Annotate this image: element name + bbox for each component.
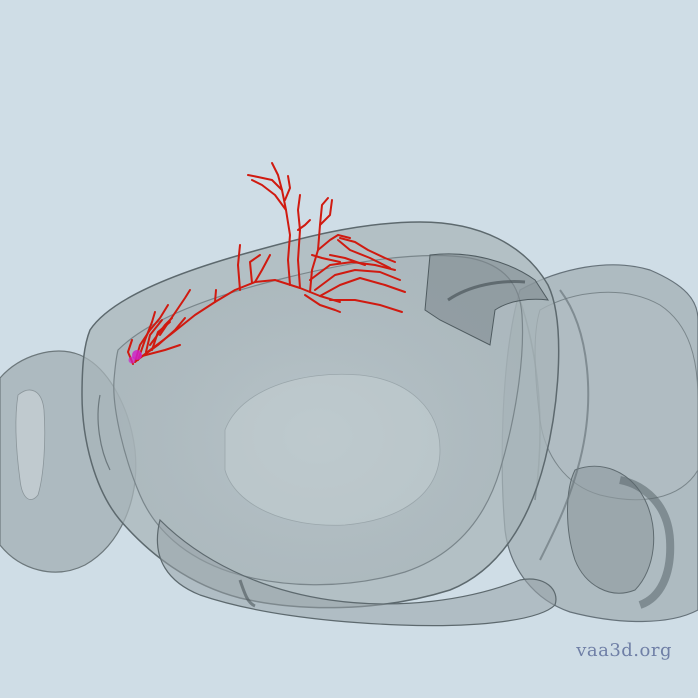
neuron-soma [128, 350, 142, 364]
cerebrum [81, 221, 560, 627]
watermark-text: vaa3d.org [576, 640, 672, 661]
